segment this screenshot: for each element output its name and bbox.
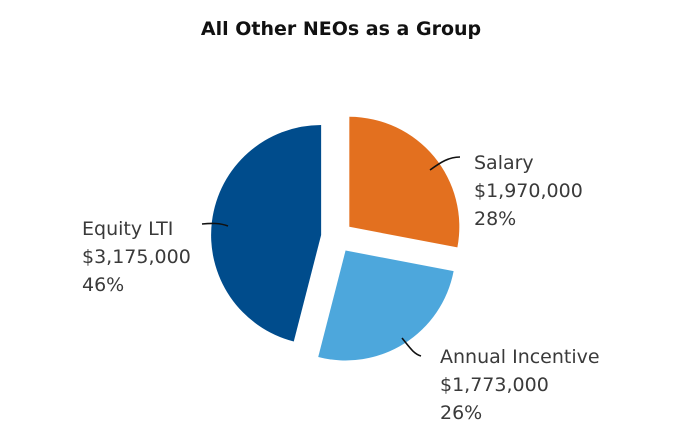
chart-title: All Other NEOs as a Group xyxy=(201,18,481,40)
label-equity-lti-name: Equity LTI xyxy=(82,218,173,240)
label-annual-incentive-percent: 26% xyxy=(440,402,482,424)
leader-salary xyxy=(429,156,461,171)
slice-annual-incentive[interactable] xyxy=(318,250,454,361)
label-annual-incentive-amount: $1,773,000 xyxy=(440,374,549,396)
label-annual-incentive-name: Annual Incentive xyxy=(440,346,600,368)
slices-group xyxy=(211,116,460,361)
label-salary-percent: 28% xyxy=(474,208,516,230)
label-salary-name: Salary xyxy=(474,152,534,174)
label-equity-lti-percent: 46% xyxy=(82,274,124,296)
slice-equity-lti[interactable] xyxy=(211,124,322,342)
label-equity-lti-amount: $3,175,000 xyxy=(82,246,191,268)
leader-equity-lti xyxy=(201,222,229,227)
leader-annual-incentive xyxy=(401,337,422,357)
label-salary-amount: $1,970,000 xyxy=(474,180,583,202)
slice-salary[interactable] xyxy=(349,116,460,248)
